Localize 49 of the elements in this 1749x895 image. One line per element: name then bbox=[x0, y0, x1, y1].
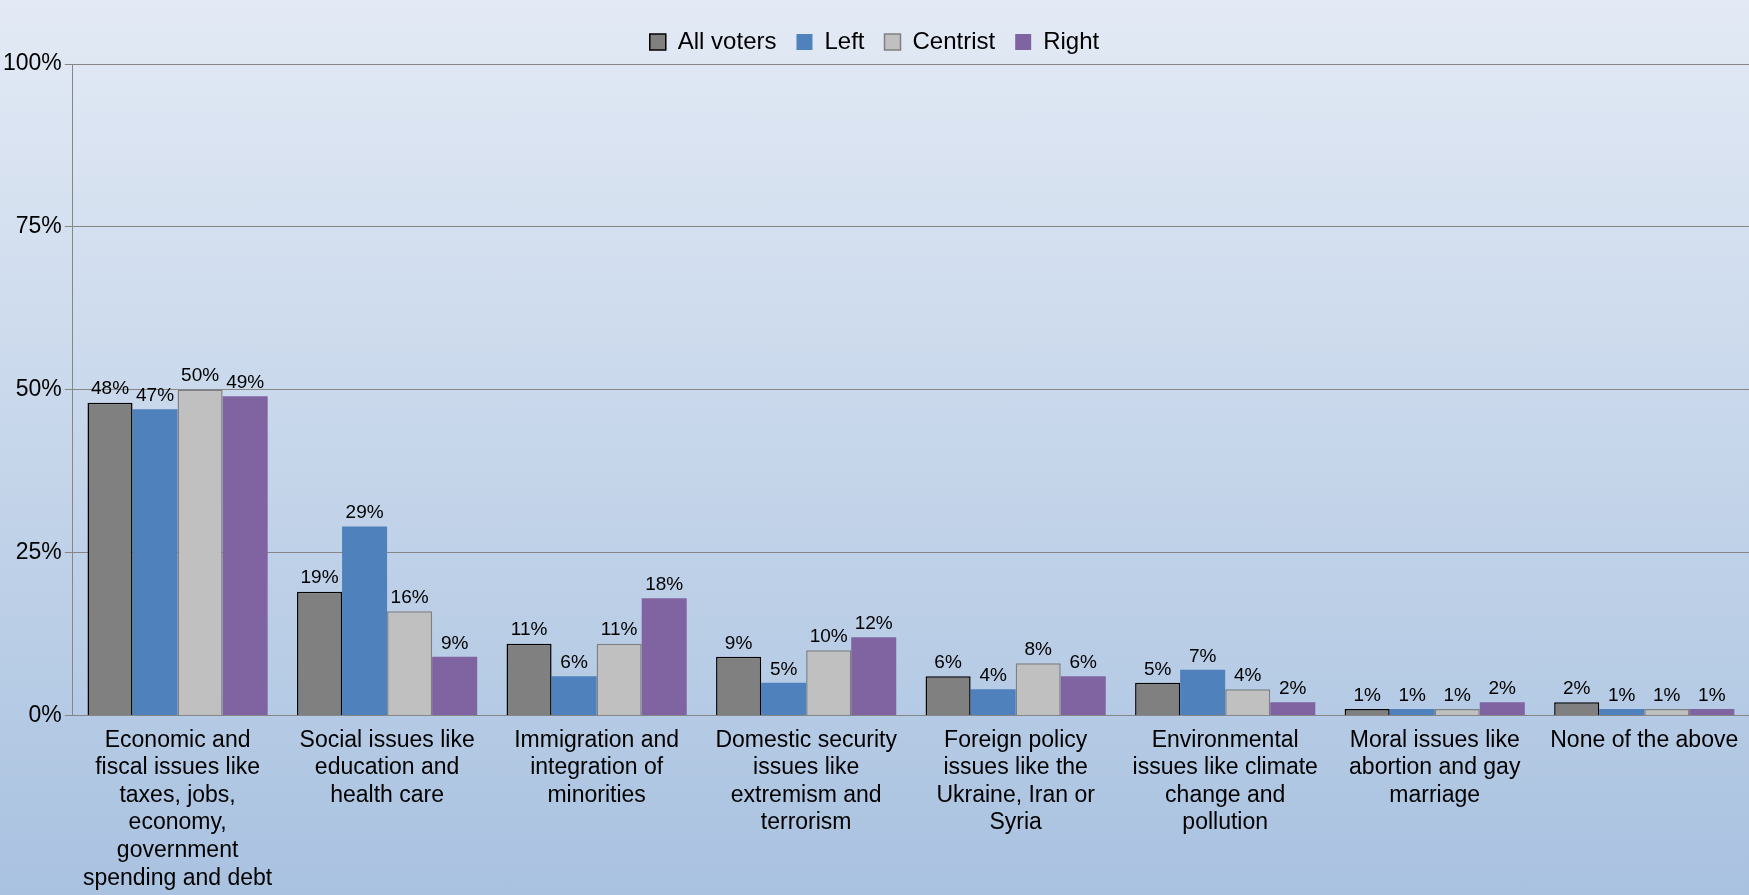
data-label: 10% bbox=[809, 624, 848, 646]
x-tick-label: Domestic security issues like extremism and terrorism bbox=[715, 725, 898, 835]
data-label: 6% bbox=[560, 651, 588, 673]
data-label: 5% bbox=[1143, 657, 1172, 679]
legend-label: Left bbox=[824, 26, 865, 54]
x-tick-label: Foreign policy issues like the Ukraine, Iran or Syria bbox=[936, 725, 1096, 835]
data-label: 4% bbox=[979, 664, 1007, 686]
data-label: 11% bbox=[510, 618, 548, 640]
legend-label: Right bbox=[1043, 26, 1100, 54]
x-tick-label: Moral issues like abortion and gay marriage bbox=[1349, 725, 1521, 807]
y-tick-label: 0% bbox=[28, 700, 62, 727]
data-label: 1% bbox=[1398, 683, 1427, 705]
data-label: 4% bbox=[1233, 664, 1262, 686]
data-label: 47% bbox=[136, 383, 175, 405]
data-label: 48% bbox=[91, 377, 130, 399]
data-label: 6% bbox=[934, 651, 962, 673]
data-label: 1% bbox=[1607, 683, 1636, 705]
y-tick-label: 50% bbox=[15, 375, 62, 402]
x-tick-label: Environmental issues like climate change and pollution bbox=[1132, 725, 1318, 835]
data-label: 8% bbox=[1024, 638, 1053, 660]
data-label: 1% bbox=[1698, 683, 1726, 705]
data-label: 6% bbox=[1069, 651, 1098, 673]
data-label: 1% bbox=[1443, 683, 1472, 705]
data-label: 2% bbox=[1488, 677, 1517, 699]
data-label: 9% bbox=[724, 631, 753, 653]
data-label: 2% bbox=[1562, 677, 1591, 699]
y-tick-label: 100% bbox=[3, 49, 62, 76]
data-label: 9% bbox=[440, 631, 469, 653]
data-label: 5% bbox=[769, 657, 798, 679]
data-label: 50% bbox=[181, 364, 220, 386]
data-label: 49% bbox=[226, 370, 265, 392]
x-tick-label: None of the above bbox=[1550, 725, 1739, 752]
data-label: 12% bbox=[854, 611, 893, 633]
data-label: 1% bbox=[1353, 683, 1381, 705]
data-label: 16% bbox=[390, 585, 429, 607]
x-tick-label: Immigration and integration of minorities bbox=[514, 725, 680, 807]
y-tick-label: 75% bbox=[15, 212, 62, 239]
data-label: 1% bbox=[1653, 683, 1681, 705]
data-label: 2% bbox=[1279, 677, 1307, 699]
legend-label: Centrist bbox=[912, 26, 996, 54]
data-label: 19% bbox=[300, 566, 339, 588]
data-label: 11% bbox=[600, 618, 638, 640]
y-tick-label: 25% bbox=[15, 537, 62, 564]
data-label: 18% bbox=[645, 572, 684, 594]
data-label: 7% bbox=[1188, 644, 1217, 666]
x-tick-label: Social issues like education and health care bbox=[299, 725, 475, 807]
legend-label: All voters bbox=[677, 26, 777, 54]
data-label: 29% bbox=[345, 501, 384, 523]
x-tick-label: Economic and fiscal issues like taxes, jobs, economy, government spending and debt bbox=[82, 725, 273, 890]
